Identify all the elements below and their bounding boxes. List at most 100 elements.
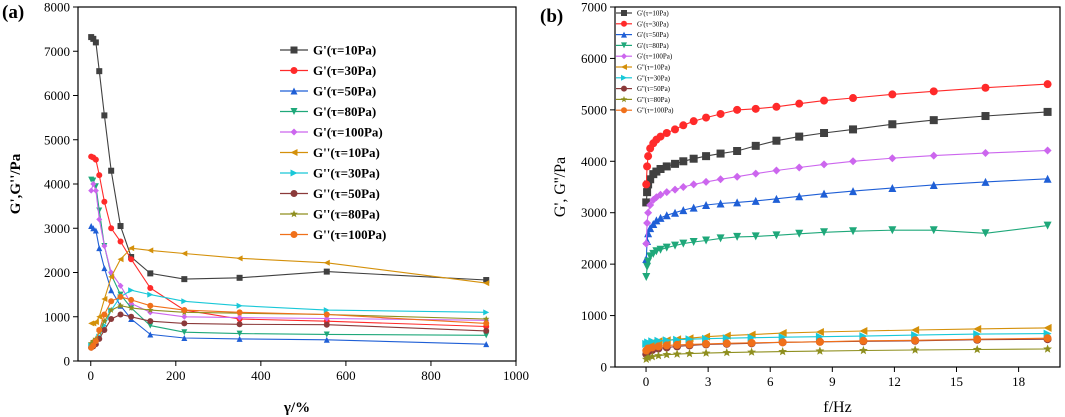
legend-entry: G''(τ=80Pa): [616, 96, 671, 104]
data-point: [972, 344, 982, 354]
data-point: [849, 187, 858, 196]
data-point: [772, 166, 781, 175]
data-point: [888, 154, 897, 163]
data-point: [859, 336, 868, 345]
data-point: [859, 345, 868, 355]
y-tick-label: 7000: [44, 44, 70, 59]
data-point: [147, 318, 154, 325]
data-point: [108, 167, 115, 174]
series-b-4: [642, 146, 1052, 248]
data-point: [888, 184, 897, 193]
data-point: [820, 189, 829, 198]
legend-marker: [290, 128, 298, 136]
data-point: [92, 156, 99, 163]
data-point: [689, 238, 698, 247]
data-point: [652, 216, 661, 225]
legend-marker: [621, 107, 627, 114]
x-tick-label: 15: [950, 374, 963, 389]
data-point: [181, 313, 188, 320]
legend-marker: [621, 64, 627, 70]
data-point: [117, 311, 124, 318]
data-point: [722, 348, 732, 357]
data-point: [128, 245, 135, 252]
data-point: [747, 338, 756, 347]
data-point: [929, 116, 938, 125]
data-point: [888, 226, 897, 235]
data-point: [128, 296, 135, 303]
data-point: [147, 306, 154, 313]
legend-label: G''(τ=10Pa): [313, 145, 380, 160]
data-point: [689, 154, 698, 163]
data-point: [679, 239, 688, 248]
data-point: [778, 347, 787, 356]
data-point: [96, 172, 103, 179]
data-point: [147, 322, 154, 329]
legend-b: G'(τ=10Pa) G'(τ=30Pa) G'(τ=50Pa) G'(τ=80Pa)…: [616, 10, 674, 115]
legend-entry: G'(τ=30Pa): [616, 20, 669, 28]
x-tick-label: 0: [643, 374, 650, 389]
data-point: [483, 309, 490, 316]
legend-entry: G'(τ=80Pa): [280, 104, 376, 119]
data-point: [96, 216, 103, 223]
x-tick-label: 6: [767, 374, 774, 389]
legend-entry: G''(τ=50Pa): [616, 85, 671, 93]
data-point: [911, 336, 920, 345]
data-point: [644, 208, 653, 217]
legend-marker: [290, 46, 298, 54]
data-point: [671, 241, 680, 250]
data-point: [689, 203, 698, 212]
series-a-5: [88, 245, 490, 327]
data-point: [236, 274, 243, 281]
y-tick-label: 6000: [581, 51, 607, 66]
data-point: [643, 353, 653, 362]
legend-entry: G''(τ=50Pa): [280, 186, 380, 201]
legend-marker: [621, 20, 627, 27]
data-point: [323, 259, 330, 266]
data-point: [654, 351, 663, 360]
legend-marker: [290, 169, 298, 177]
data-point: [671, 208, 680, 217]
chart-a: (a) 0 200 400 600 800 1000 0 1000 2000 3000 4000 50…: [2, 0, 529, 416]
data-point: [820, 96, 829, 105]
legend-label: G'(τ=80Pa): [637, 42, 669, 50]
data-point: [716, 109, 725, 118]
data-point: [716, 175, 725, 184]
data-point: [716, 199, 725, 208]
data-point: [973, 335, 982, 344]
data-point: [646, 175, 655, 184]
legend-entry: G''(τ=10Pa): [280, 145, 380, 160]
data-point: [815, 337, 824, 346]
data-point: [671, 159, 680, 168]
data-point: [181, 276, 188, 283]
data-point: [981, 149, 990, 158]
panel-label-b: (b): [540, 6, 563, 27]
data-point: [751, 196, 760, 205]
data-point: [236, 255, 243, 262]
y-tick-label: 7000: [581, 0, 607, 15]
y-axis-label-a: G',G''/Pa: [8, 153, 24, 214]
data-point: [92, 187, 99, 194]
series-a-9: [88, 293, 490, 351]
y-tick-label: 3000: [44, 221, 70, 236]
legend-entry: G''(τ=100Pa): [616, 107, 674, 115]
y-tick-label: 3000: [581, 205, 607, 220]
data-point: [656, 132, 665, 141]
data-point: [147, 309, 154, 316]
data-point: [483, 327, 490, 334]
legend-entry: G'(τ=100Pa): [280, 125, 383, 140]
data-point: [849, 125, 858, 134]
data-point: [323, 321, 330, 328]
data-point: [96, 313, 103, 320]
data-point: [117, 282, 124, 289]
data-point: [181, 298, 188, 305]
data-point: [772, 231, 781, 240]
data-point: [795, 163, 804, 172]
data-point: [648, 337, 657, 346]
data-point: [820, 129, 829, 137]
data-point: [772, 102, 781, 111]
data-point: [147, 284, 154, 291]
data-point: [101, 317, 108, 324]
data-point: [689, 180, 698, 189]
data-point: [236, 321, 243, 328]
